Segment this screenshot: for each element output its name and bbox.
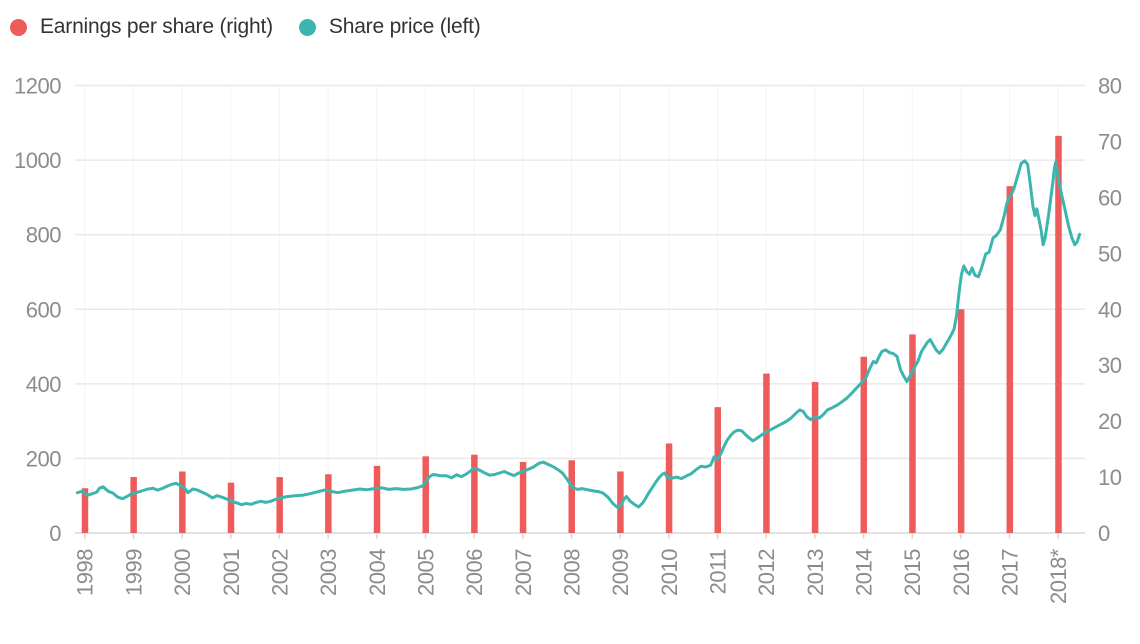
x-axis-year-label: 2002: [267, 549, 292, 596]
x-axis-year-label: 1999: [121, 549, 146, 596]
share-price-line: [75, 159, 1082, 510]
eps-bar: [179, 471, 186, 533]
eps-bar: [471, 454, 478, 533]
eps-bar: [665, 443, 673, 533]
eps-bar: [957, 309, 965, 533]
right-axis-tick-label: 0: [1098, 521, 1110, 546]
left-axis-tick-label: 400: [26, 372, 61, 397]
right-axis-tick-label: 40: [1098, 297, 1122, 322]
eps-bar: [714, 407, 722, 533]
right-axis-tick-label: 80: [1098, 74, 1122, 99]
legend-item-share-price: Share price (left): [298, 15, 481, 39]
left-axis-tick-label: 800: [26, 223, 61, 248]
right-axis-tick-label: 60: [1098, 185, 1122, 210]
x-axis-year-label: 2008: [559, 549, 584, 596]
eps-bar: [1055, 135, 1062, 533]
right-axis-tick-label: 50: [1098, 241, 1122, 266]
x-axis-year-label: 2006: [462, 549, 487, 596]
share-price-legend-dot-icon: [298, 18, 316, 36]
x-axis-year-label: 2014: [852, 549, 877, 596]
eps-bar: [617, 471, 624, 533]
x-axis-year-label: 2013: [803, 549, 828, 596]
x-axis-year-label: 2015: [900, 549, 925, 596]
eps-bar: [373, 465, 381, 533]
x-axis-year-label: 2010: [657, 549, 682, 596]
x-axis-year-label: 2016: [949, 549, 974, 596]
left-axis-tick-label: 200: [26, 446, 61, 471]
eps-bar: [519, 461, 527, 533]
x-axis-year-label: 2018*: [1046, 548, 1071, 604]
eps-bar: [568, 460, 575, 533]
x-axis-year-label: 2017: [998, 549, 1023, 596]
x-axis-year-label: 1998: [73, 549, 98, 596]
eps-bar: [227, 482, 235, 533]
eps-bar: [860, 356, 868, 533]
left-axis-tick-label: 600: [26, 297, 61, 322]
eps-bar: [422, 456, 429, 533]
eps-bar: [811, 381, 819, 533]
eps-bar: [81, 488, 89, 533]
eps-bar: [276, 477, 283, 533]
x-axis-year-label: 2009: [608, 549, 633, 596]
x-axis-year-label: 2005: [413, 549, 438, 596]
left-axis-tick-label: 0: [49, 521, 61, 546]
eps-legend-dot-icon: [10, 18, 27, 36]
x-axis-year-label: 2004: [365, 549, 390, 596]
x-axis-year-label: 2012: [754, 549, 779, 596]
chart-legend: Earnings per share (right) Share price (…: [10, 15, 481, 39]
legend-item-share-price-label: Share price (left): [328, 15, 481, 38]
right-axis-tick-label: 20: [1098, 409, 1122, 434]
eps-bar: [130, 477, 137, 533]
x-axis-year-label: 2001: [219, 549, 244, 596]
eps-bar: [763, 373, 770, 533]
x-axis-year-label: 2003: [316, 549, 341, 596]
eps-bar: [325, 474, 332, 533]
right-axis-tick-label: 70: [1098, 129, 1122, 154]
eps-bar: [909, 334, 916, 533]
x-axis-year-label: 2000: [170, 549, 195, 596]
right-axis-tick-label: 10: [1098, 465, 1122, 490]
left-axis-tick-label: 1000: [14, 148, 61, 173]
eps-bar: [1006, 186, 1014, 533]
left-axis-tick-label: 1200: [14, 74, 61, 99]
x-axis-year-label: 2011: [706, 549, 731, 595]
legend-item-eps: Earnings per share (right): [10, 15, 273, 39]
x-axis-year-label: 2007: [511, 549, 536, 596]
legend-item-eps-label: Earnings per share (right): [40, 15, 273, 38]
right-axis-tick-label: 30: [1098, 353, 1122, 378]
